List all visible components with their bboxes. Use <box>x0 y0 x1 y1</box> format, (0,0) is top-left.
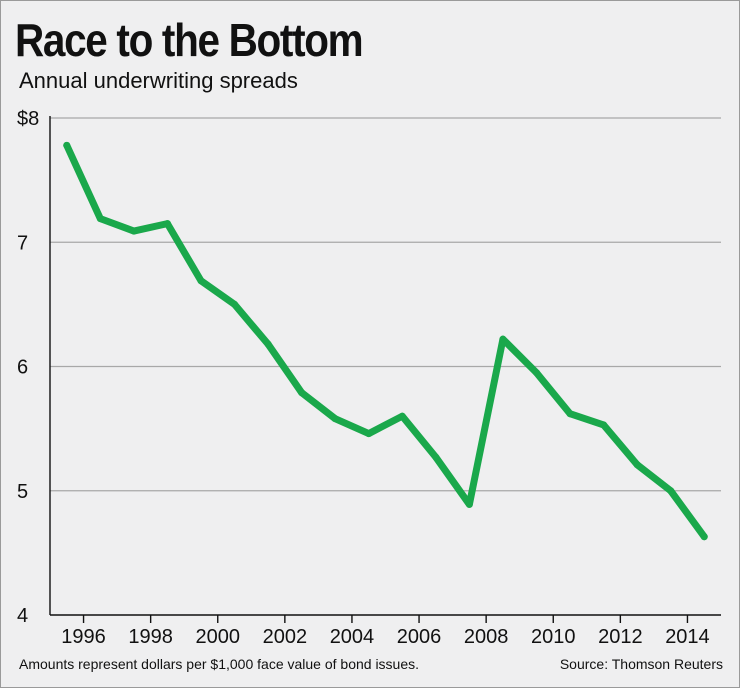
data-point <box>465 500 473 508</box>
x-tick-label: 2010 <box>531 626 576 648</box>
x-tick-label: 2004 <box>330 626 375 648</box>
data-point <box>298 389 306 397</box>
data-point <box>365 430 373 438</box>
data-point <box>264 340 272 348</box>
x-tick-label: 2000 <box>196 626 241 648</box>
data-point <box>197 277 205 285</box>
data-point <box>600 421 608 429</box>
y-tick-label: 5 <box>17 481 28 503</box>
data-point <box>566 410 574 418</box>
y-tick-label: 6 <box>17 357 28 379</box>
data-point <box>432 453 440 461</box>
chart-title: Race to the Bottom <box>15 14 364 66</box>
data-point <box>398 412 406 420</box>
source-note: Source: Thomson Reuters <box>559 656 723 672</box>
series-line-0 <box>63 141 708 541</box>
data-point <box>633 461 641 469</box>
x-tick-label: 2014 <box>665 626 710 648</box>
data-point <box>499 335 507 343</box>
data-point <box>700 533 708 541</box>
x-tick-label: 2008 <box>464 626 509 648</box>
y-tick-label: 4 <box>17 605 28 627</box>
data-point <box>532 369 540 377</box>
data-point <box>163 220 171 228</box>
data-point <box>331 415 339 423</box>
footnote: Amounts represent dollars per $1,000 fac… <box>19 656 420 672</box>
x-tick-label: 2006 <box>397 626 442 648</box>
data-point <box>130 227 138 235</box>
data-point <box>96 215 104 223</box>
y-tick-label: $8 <box>17 108 39 130</box>
x-tick-label: 2012 <box>598 626 643 648</box>
x-tick-label: 1998 <box>128 626 173 648</box>
chart-subtitle: Annual underwriting spreads <box>19 68 298 93</box>
data-point <box>667 487 675 495</box>
data-point <box>231 300 239 308</box>
data-point <box>63 141 71 149</box>
line-chart: 4 5 6 7 $8 1996 1998 2000 2002 2004 2006 2008 2010 20… <box>17 108 721 648</box>
x-tick-label: 2002 <box>263 626 308 648</box>
x-tick-label: 1996 <box>61 626 106 648</box>
y-tick-label: 7 <box>17 232 28 254</box>
